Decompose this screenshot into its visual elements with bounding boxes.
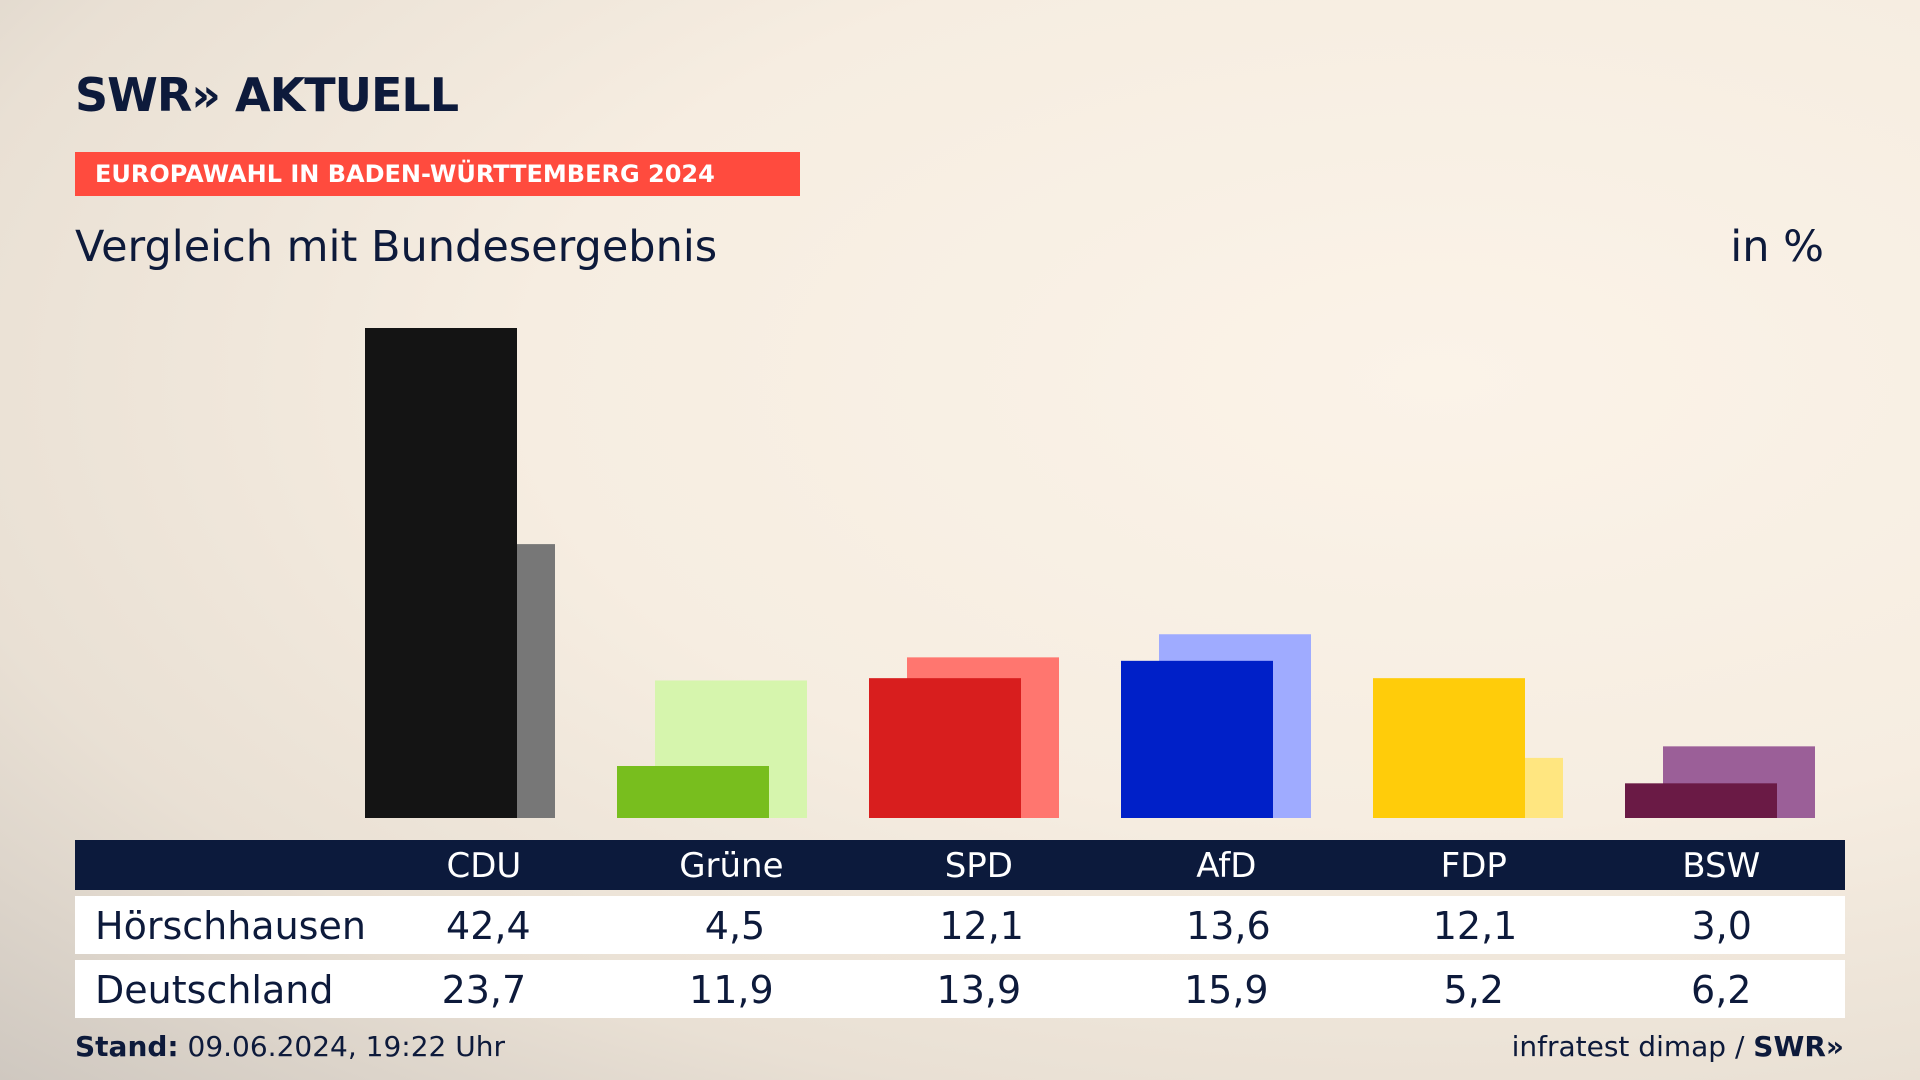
table-cell: 23,7 — [441, 968, 527, 1012]
table-cell: 5,2 — [1443, 968, 1504, 1012]
header-gruene: Grüne — [679, 846, 784, 886]
table-cell: 11,9 — [689, 968, 774, 1012]
table-row: Hörschhausen 42,4 4,5 12,1 13,6 12,1 3,0 — [75, 896, 1845, 954]
table-cell: 12,1 — [1432, 904, 1518, 948]
bar-afd-hoerschhausen — [1121, 660, 1273, 818]
swr-brand-logo: SWR» — [1753, 1030, 1844, 1063]
results-table: CDU Grüne SPD AfD FDP BSW Hörschhausen 4… — [75, 840, 1845, 1018]
table-cell: 15,9 — [1183, 968, 1269, 1012]
election-tag: EUROPAWAHL IN BADEN-WÜRTTEMBERG 2024 — [75, 152, 800, 196]
bar-spd-hoerschhausen — [869, 678, 1021, 818]
header-afd: AfD — [1196, 846, 1257, 886]
table-cell: 42,4 — [446, 904, 531, 948]
header-empty — [75, 840, 360, 890]
bar-bsw-hoerschhausen — [1625, 783, 1777, 818]
header-fdp: FDP — [1440, 846, 1507, 886]
source-text: infratest dimap / — [1511, 1030, 1754, 1063]
bar-cdu-hoerschhausen — [365, 328, 517, 818]
chart-subtitle: Vergleich mit Bundesergebnis — [75, 222, 718, 272]
header-bsw: BSW — [1682, 846, 1761, 886]
bar-gruene-hoerschhausen — [617, 765, 769, 818]
table-cell: 4,5 — [704, 904, 766, 948]
header-cdu: CDU — [446, 846, 522, 886]
source-credit: infratest dimap / SWR» — [1512, 1030, 1844, 1063]
header-spd: SPD — [944, 846, 1013, 886]
bar-chart — [365, 328, 1815, 818]
table-cell: 6,2 — [1691, 968, 1752, 1012]
table-cell: 13,9 — [936, 968, 1022, 1012]
stand-label: Stand: — [75, 1030, 179, 1063]
timestamp: Stand: 09.06.2024, 19:22 Uhr — [75, 1030, 505, 1063]
table-header: CDU Grüne SPD AfD FDP BSW — [75, 840, 1845, 890]
swr-aktuell-logo: SWR» AKTUELL — [75, 68, 459, 122]
bar-fdp-hoerschhausen — [1373, 678, 1525, 818]
stand-value: 09.06.2024, 19:22 Uhr — [178, 1030, 505, 1063]
table-row: Deutschland 23,7 11,9 13,9 15,9 5,2 6,2 — [75, 960, 1845, 1018]
unit-label: in % — [1730, 222, 1824, 272]
table-cell: 12,1 — [939, 904, 1024, 948]
row-label: Deutschland — [95, 968, 334, 1012]
table-cell: 13,6 — [1186, 904, 1271, 948]
row-label: Hörschhausen — [95, 904, 366, 948]
table-cell: 3,0 — [1691, 904, 1752, 948]
